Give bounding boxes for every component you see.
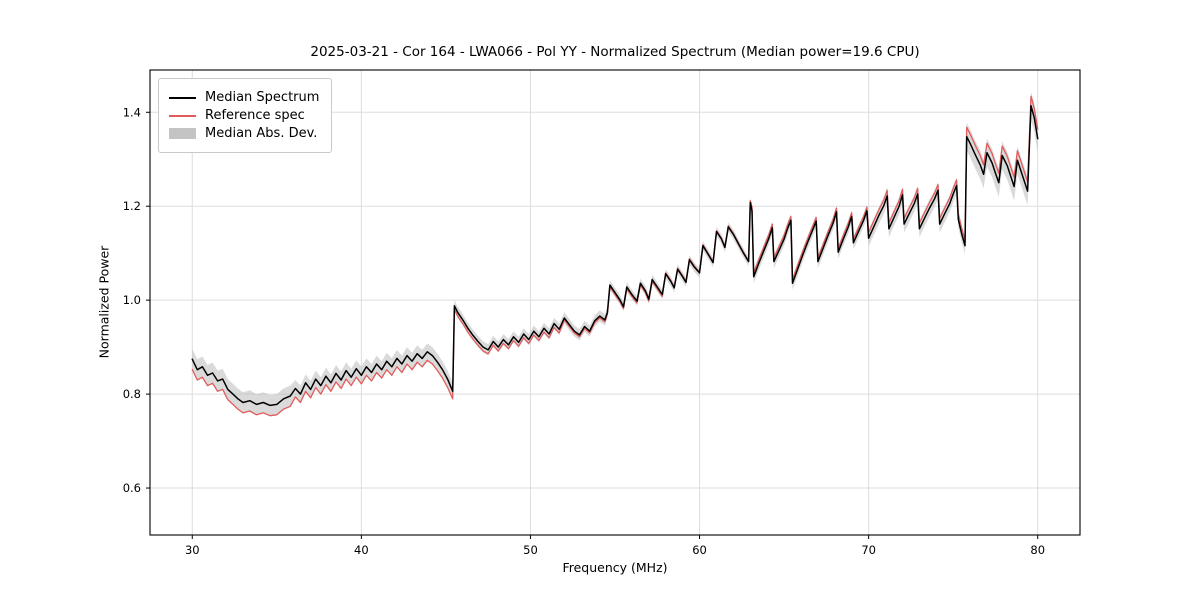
x-tick-label: 30 <box>185 543 200 557</box>
x-axis-ticks: 30 40 50 60 70 80 <box>185 535 1045 557</box>
y-tick-label: 1.2 <box>123 199 141 213</box>
reference-line-swatch-icon <box>169 114 196 117</box>
y-tick-label: 0.8 <box>123 387 141 401</box>
legend-item-median-abs-dev: Median Abs. Dev. <box>169 126 319 141</box>
y-tick-label: 1.0 <box>123 293 141 307</box>
legend-label: Reference spec <box>205 108 305 123</box>
y-axis-label: Normalized Power <box>96 245 112 359</box>
y-tick-label: 0.6 <box>123 481 141 495</box>
legend: Median Spectrum Reference spec Median Ab… <box>158 78 333 153</box>
chart-title: 2025-03-21 - Cor 164 - LWA066 - Pol YY -… <box>310 44 920 60</box>
mad-band-swatch-icon <box>169 128 196 139</box>
y-axis-ticks: 0.6 0.8 1.0 1.2 1.4 <box>123 105 150 495</box>
x-tick-label: 80 <box>1030 543 1045 557</box>
x-tick-label: 40 <box>354 543 369 557</box>
x-tick-label: 70 <box>861 543 876 557</box>
legend-label: Median Abs. Dev. <box>205 126 318 141</box>
legend-label: Median Spectrum <box>205 90 320 105</box>
median-line <box>191 104 1039 407</box>
x-tick-label: 50 <box>523 543 538 557</box>
x-axis-label: Frequency (MHz) <box>562 560 668 575</box>
median-line-swatch-icon <box>169 96 196 99</box>
x-tick-label: 60 <box>692 543 707 557</box>
legend-item-reference-spec: Reference spec <box>169 108 319 123</box>
axes-spines <box>149 69 1081 536</box>
y-tick-label: 1.4 <box>123 105 141 119</box>
legend-item-median-spectrum: Median Spectrum <box>169 90 319 105</box>
